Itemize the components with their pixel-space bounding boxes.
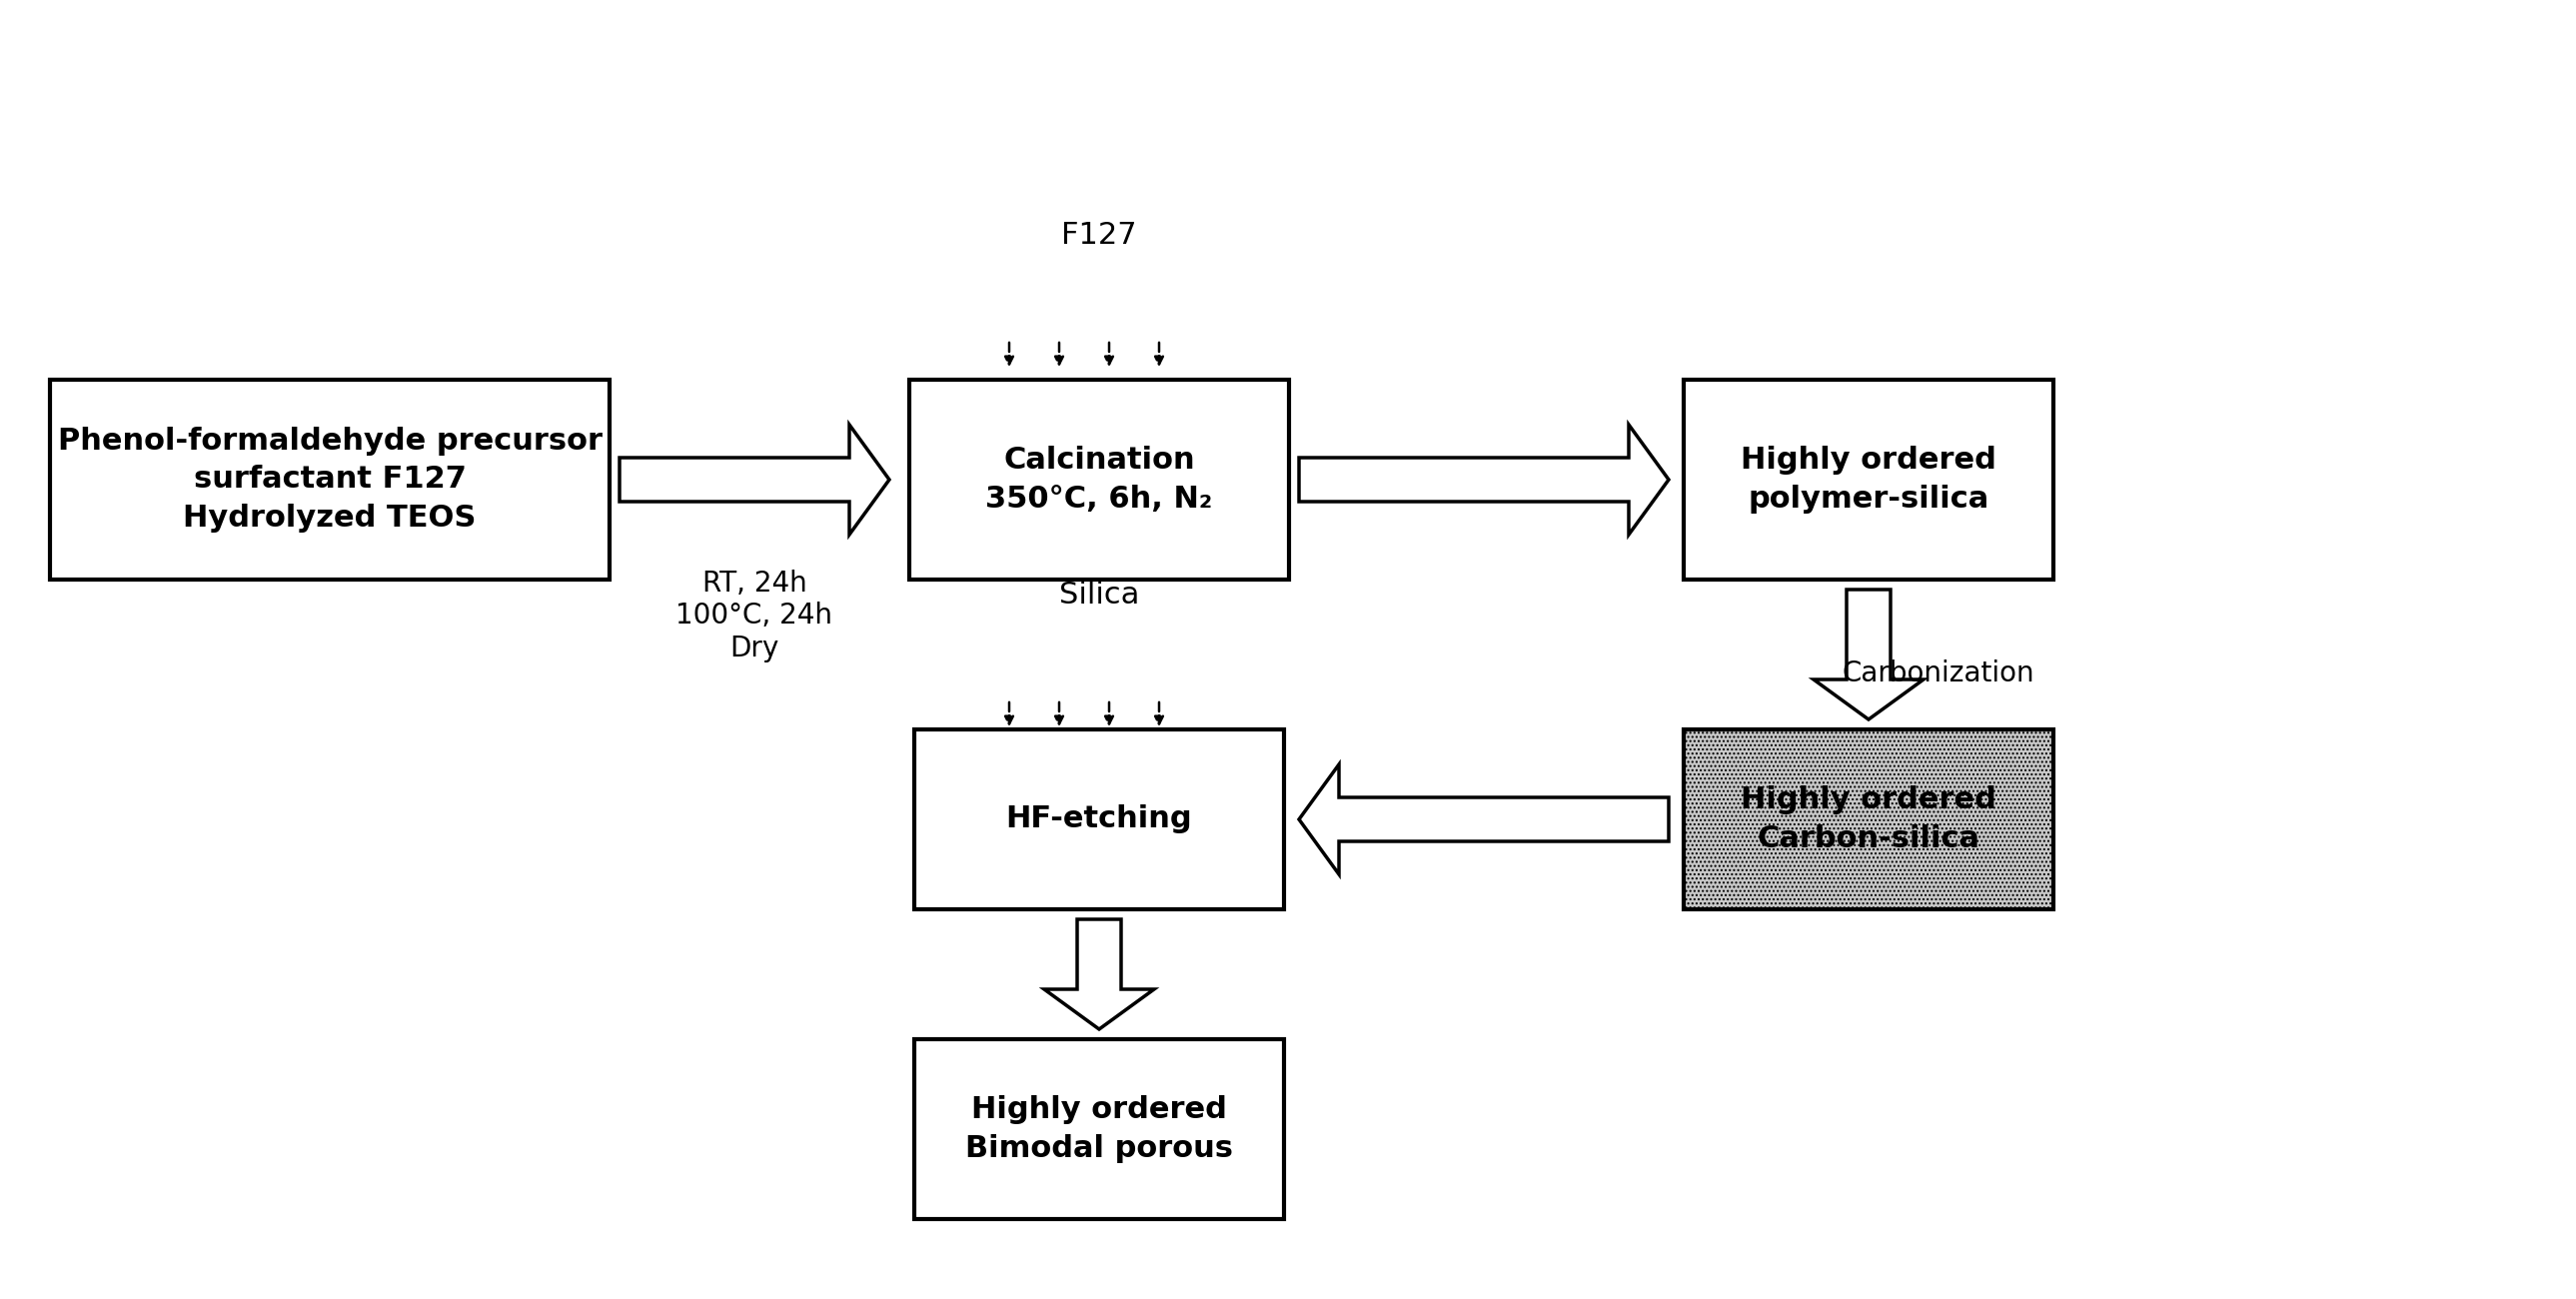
- FancyBboxPatch shape: [1685, 730, 2053, 909]
- Text: Highly ordered
polymer-silica: Highly ordered polymer-silica: [1741, 446, 1996, 513]
- Polygon shape: [1298, 764, 1669, 874]
- Text: Carbonization: Carbonization: [1842, 660, 2035, 687]
- FancyBboxPatch shape: [49, 379, 611, 579]
- Text: Highly ordered
Bimodal porous: Highly ordered Bimodal porous: [966, 1095, 1234, 1163]
- Text: Highly ordered
Carbon-silica: Highly ordered Carbon-silica: [1741, 786, 1996, 853]
- Polygon shape: [1298, 425, 1669, 535]
- Polygon shape: [618, 425, 889, 535]
- Text: Silica: Silica: [1059, 581, 1139, 609]
- FancyBboxPatch shape: [914, 730, 1283, 909]
- Text: Calcination
350°C, 6h, N₂: Calcination 350°C, 6h, N₂: [987, 446, 1213, 513]
- Text: F127: F127: [1061, 221, 1136, 249]
- FancyBboxPatch shape: [909, 379, 1288, 579]
- Polygon shape: [1043, 920, 1154, 1029]
- Text: HF-etching: HF-etching: [1005, 805, 1193, 834]
- FancyBboxPatch shape: [1685, 379, 2053, 579]
- Text: RT, 24h
100°C, 24h
Dry: RT, 24h 100°C, 24h Dry: [675, 569, 832, 662]
- Polygon shape: [1814, 590, 1924, 720]
- FancyBboxPatch shape: [914, 1039, 1283, 1218]
- Text: Phenol-formaldehyde precursor
surfactant F127
Hydrolyzed TEOS: Phenol-formaldehyde precursor surfactant…: [57, 427, 603, 533]
